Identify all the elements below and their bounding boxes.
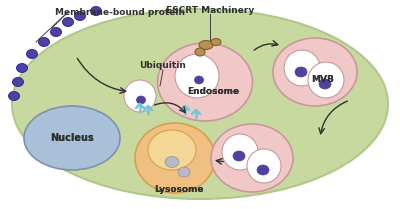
Circle shape	[175, 54, 219, 98]
Ellipse shape	[16, 64, 28, 73]
Ellipse shape	[195, 48, 205, 56]
Text: Ubiquitin: Ubiquitin	[140, 60, 186, 70]
Circle shape	[247, 149, 281, 183]
Ellipse shape	[62, 18, 74, 27]
Ellipse shape	[50, 28, 62, 37]
Ellipse shape	[148, 130, 196, 170]
Text: ESCRT Machinery: ESCRT Machinery	[166, 6, 254, 15]
Ellipse shape	[233, 151, 245, 161]
Ellipse shape	[295, 67, 307, 77]
Text: Lysosome: Lysosome	[154, 186, 204, 195]
Ellipse shape	[26, 50, 38, 59]
Text: Membrane-bound protein: Membrane-bound protein	[55, 8, 185, 17]
Ellipse shape	[38, 37, 50, 46]
Circle shape	[124, 80, 156, 112]
Text: MVB: MVB	[312, 75, 334, 84]
Ellipse shape	[257, 165, 269, 175]
Ellipse shape	[211, 38, 221, 46]
Text: MVB: MVB	[312, 75, 334, 84]
Ellipse shape	[178, 167, 190, 177]
Ellipse shape	[158, 43, 252, 121]
Ellipse shape	[8, 92, 20, 101]
Ellipse shape	[90, 6, 102, 15]
Text: Endosome: Endosome	[187, 88, 239, 97]
Ellipse shape	[74, 11, 86, 20]
Ellipse shape	[194, 76, 204, 84]
Circle shape	[222, 134, 258, 170]
Circle shape	[284, 50, 320, 86]
Circle shape	[308, 62, 344, 98]
Ellipse shape	[199, 41, 213, 50]
Text: Nucleus: Nucleus	[50, 133, 94, 143]
Ellipse shape	[136, 96, 146, 104]
Ellipse shape	[12, 9, 388, 199]
Ellipse shape	[135, 123, 215, 193]
Ellipse shape	[12, 78, 24, 87]
Ellipse shape	[165, 157, 179, 167]
Text: Lysosome: Lysosome	[154, 186, 204, 195]
Ellipse shape	[24, 106, 120, 170]
Ellipse shape	[319, 79, 331, 89]
Text: Endosome: Endosome	[187, 88, 239, 97]
Text: Nucleus: Nucleus	[50, 133, 94, 143]
Ellipse shape	[273, 38, 357, 106]
Ellipse shape	[211, 124, 293, 192]
